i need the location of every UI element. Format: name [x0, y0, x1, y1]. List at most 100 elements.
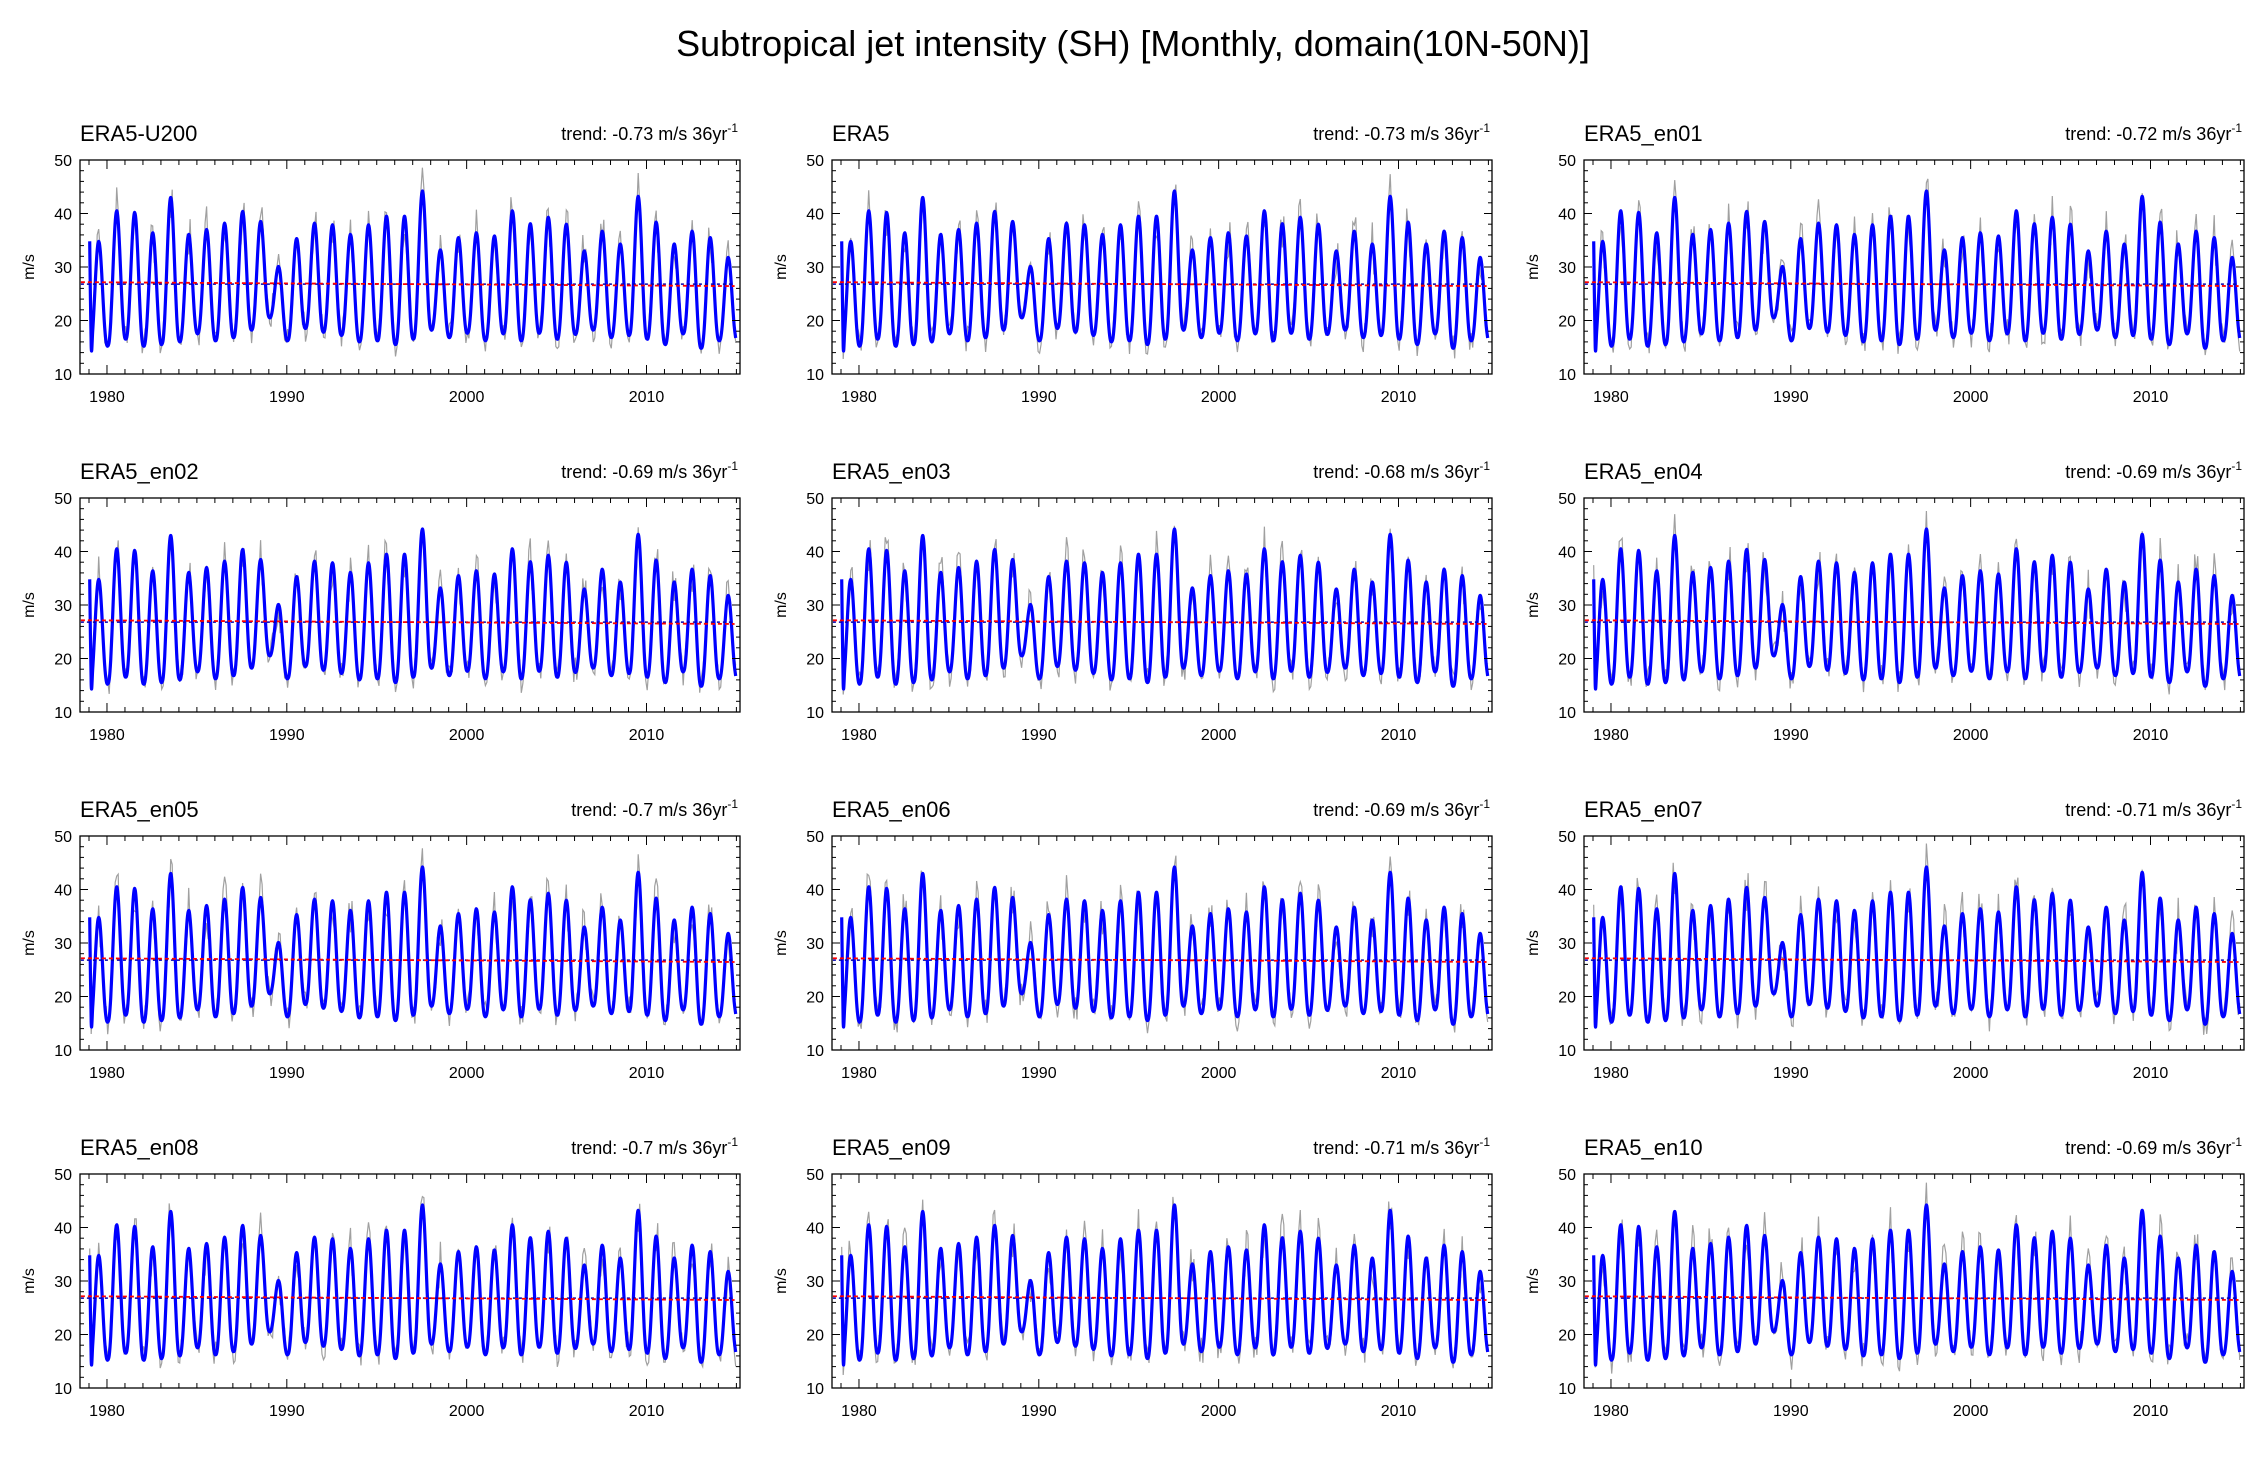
trend-label: trend: -0.7 m/s 36yr-1	[571, 1135, 738, 1158]
y-axis-label: m/s	[21, 254, 38, 280]
y-tick-label: 50	[54, 829, 72, 846]
y-tick-label: 20	[1558, 1328, 1576, 1345]
smoothed-series-line	[840, 527, 1490, 691]
x-tick-label: 2000	[1953, 1065, 1989, 1082]
x-tick-label: 1980	[89, 1403, 125, 1420]
y-axis-label: m/s	[21, 1268, 38, 1294]
y-tick-label: 10	[806, 705, 824, 722]
y-tick-label: 50	[806, 829, 824, 846]
smoothed-series-line	[840, 865, 1490, 1029]
y-tick-label: 40	[54, 545, 72, 562]
panel-title: ERA5-U200	[80, 121, 197, 146]
y-axis-label: m/s	[21, 592, 38, 618]
y-tick-label: 40	[54, 207, 72, 224]
x-tick-label: 2000	[449, 1403, 485, 1420]
trend-label: trend: -0.73 m/s 36yr-1	[1313, 121, 1490, 144]
x-tick-label: 2010	[1381, 389, 1417, 406]
y-tick-label: 30	[54, 936, 72, 953]
y-tick-label: 40	[806, 883, 824, 900]
x-tick-label: 2000	[1953, 727, 1989, 744]
trend-label: trend: -0.71 m/s 36yr-1	[1313, 1135, 1490, 1158]
panel-title: ERA5_en04	[1584, 459, 1703, 484]
panel-title: ERA5_en07	[1584, 797, 1703, 822]
y-axis-label: m/s	[1525, 592, 1542, 618]
x-tick-label: 2010	[2133, 727, 2169, 744]
y-tick-label: 10	[806, 367, 824, 384]
y-tick-label: 30	[54, 1274, 72, 1291]
y-tick-label: 30	[806, 936, 824, 953]
trend-line	[832, 957, 1487, 963]
y-tick-label: 10	[54, 1043, 72, 1060]
panel-title: ERA5_en05	[80, 797, 199, 822]
y-tick-label: 10	[1558, 1043, 1576, 1060]
x-tick-label: 2010	[629, 727, 665, 744]
x-tick-label: 1990	[1021, 1403, 1057, 1420]
trend-line	[1584, 957, 2239, 963]
smoothed-series-line	[88, 527, 738, 691]
y-tick-label: 10	[1558, 705, 1576, 722]
y-tick-label: 50	[806, 491, 824, 508]
y-tick-label: 30	[1558, 1274, 1576, 1291]
trend-label: trend: -0.71 m/s 36yr-1	[2065, 797, 2242, 820]
y-axis-label: m/s	[773, 592, 790, 618]
y-tick-label: 20	[806, 314, 824, 331]
x-tick-label: 2000	[1201, 1065, 1237, 1082]
trend-label: trend: -0.69 m/s 36yr-1	[2065, 1135, 2242, 1158]
panel-title: ERA5	[832, 121, 889, 146]
trend-line	[1584, 619, 2239, 625]
trend-line	[832, 1295, 1487, 1301]
x-tick-label: 2010	[1381, 727, 1417, 744]
y-tick-label: 20	[54, 1328, 72, 1345]
trend-line	[80, 957, 735, 963]
panel-era5-u200: ERA5-U200 trend: -0.73 m/s 36yr-1 m/s 10 20 3…	[21, 121, 741, 406]
y-tick-label: 30	[806, 598, 824, 615]
y-tick-label: 40	[806, 207, 824, 224]
smoothed-series-line	[88, 865, 738, 1029]
y-tick-label: 10	[54, 367, 72, 384]
x-tick-label: 1980	[841, 727, 877, 744]
panel-title: ERA5_en02	[80, 459, 199, 484]
trend-label: trend: -0.73 m/s 36yr-1	[561, 121, 738, 144]
trend-line	[80, 281, 735, 287]
x-tick-label: 1990	[269, 1065, 305, 1082]
panel-era5-en01: ERA5_en01 trend: -0.72 m/s 36yr-1 m/s 10 20 3…	[1525, 121, 2245, 406]
smoothed-series-line	[88, 189, 738, 353]
y-tick-label: 40	[1558, 883, 1576, 900]
x-tick-label: 2000	[449, 1065, 485, 1082]
y-tick-label: 20	[806, 1328, 824, 1345]
x-tick-label: 1990	[1773, 389, 1809, 406]
x-tick-label: 2010	[629, 1065, 665, 1082]
panel-title: ERA5_en09	[832, 1135, 951, 1160]
y-tick-label: 40	[1558, 1221, 1576, 1238]
y-tick-label: 50	[54, 491, 72, 508]
y-tick-label: 10	[1558, 367, 1576, 384]
x-tick-label: 2010	[629, 389, 665, 406]
x-tick-label: 1990	[1021, 727, 1057, 744]
trend-line	[832, 619, 1487, 625]
y-tick-label: 20	[1558, 990, 1576, 1007]
smoothed-series-line	[1592, 1203, 2242, 1367]
x-tick-label: 1980	[89, 1065, 125, 1082]
y-tick-label: 30	[54, 598, 72, 615]
y-tick-label: 10	[806, 1381, 824, 1398]
y-tick-label: 10	[54, 1381, 72, 1398]
y-tick-label: 40	[54, 883, 72, 900]
y-axis-label: m/s	[21, 930, 38, 956]
x-tick-label: 1980	[1593, 727, 1629, 744]
trend-label: trend: -0.69 m/s 36yr-1	[2065, 459, 2242, 482]
x-tick-label: 2000	[449, 727, 485, 744]
y-tick-label: 50	[54, 1167, 72, 1184]
y-tick-label: 20	[54, 314, 72, 331]
raw-monthly-line	[841, 525, 1489, 695]
smoothed-series-line	[88, 1203, 738, 1367]
y-tick-label: 30	[1558, 936, 1576, 953]
y-tick-label: 40	[1558, 545, 1576, 562]
trend-label: trend: -0.72 m/s 36yr-1	[2065, 121, 2242, 144]
x-tick-label: 1980	[841, 1065, 877, 1082]
panel-title: ERA5_en01	[1584, 121, 1703, 146]
smoothed-series-line	[1592, 189, 2242, 353]
smoothed-series-line	[840, 189, 1490, 353]
x-tick-label: 2010	[629, 1403, 665, 1420]
y-tick-label: 50	[1558, 1167, 1576, 1184]
x-tick-label: 2000	[1201, 727, 1237, 744]
